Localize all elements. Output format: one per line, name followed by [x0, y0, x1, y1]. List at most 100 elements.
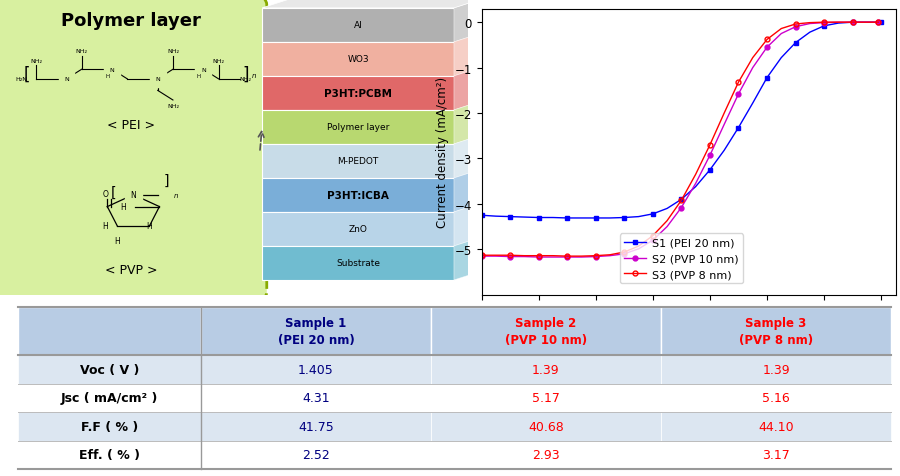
S3 (PVP 8 nm) [719, 111, 730, 117]
Text: NH₂: NH₂ [166, 49, 179, 54]
S2 (PVP 10 nm) [476, 254, 487, 259]
X-axis label: Voltage (V): Voltage (V) [654, 323, 723, 337]
Bar [431, 384, 661, 412]
Text: H: H [103, 222, 108, 231]
Text: M-PEDOT: M-PEDOT [338, 157, 379, 166]
S2 (PVP 10 nm) [576, 255, 587, 260]
S2 (PVP 10 nm) [562, 255, 572, 260]
S2 (PVP 10 nm) [590, 254, 601, 260]
S3 (PVP 8 nm) [476, 253, 487, 258]
S2 (PVP 10 nm) [761, 45, 772, 51]
Text: N: N [201, 68, 206, 72]
Text: Al: Al [354, 21, 363, 30]
S1 (PEI 20 nm) [705, 168, 716, 173]
Text: NH₂: NH₂ [30, 59, 42, 63]
Polygon shape [262, 77, 454, 111]
Text: NH₂: NH₂ [76, 49, 87, 54]
Text: Substrate: Substrate [336, 259, 380, 268]
S1 (PEI 20 nm) [833, 21, 844, 27]
Text: N: N [64, 77, 68, 82]
S1 (PEI 20 nm) [647, 211, 658, 217]
S3 (PVP 8 nm) [647, 233, 658, 239]
Bar [201, 441, 431, 469]
Text: < PEI >: < PEI > [107, 119, 155, 132]
S2 (PVP 10 nm) [847, 20, 858, 26]
S3 (PVP 8 nm) [519, 253, 530, 259]
Polygon shape [454, 136, 480, 178]
S3 (PVP 8 nm) [690, 172, 701, 178]
S3 (PVP 8 nm) [747, 56, 758, 61]
Bar [431, 412, 661, 441]
Bar [18, 384, 201, 412]
Bar [201, 384, 431, 412]
S1 (PEI 20 nm) [734, 126, 744, 131]
S1 (PEI 20 nm) [476, 213, 487, 218]
S3 (PVP 8 nm) [533, 253, 544, 259]
Polygon shape [262, 0, 480, 9]
Text: Sample 1
(PEI 20 nm): Sample 1 (PEI 20 nm) [277, 316, 355, 346]
Polygon shape [454, 204, 480, 247]
S2 (PVP 10 nm) [776, 31, 787, 37]
S1 (PEI 20 nm) [576, 216, 587, 221]
S1 (PEI 20 nm) [547, 215, 558, 221]
Text: 2.52: 2.52 [302, 448, 329, 461]
S3 (PVP 8 nm) [847, 20, 858, 26]
Text: N: N [156, 77, 160, 82]
Text: 44.10: 44.10 [758, 420, 794, 433]
Text: Eff. ( % ): Eff. ( % ) [79, 448, 140, 461]
S3 (PVP 8 nm) [576, 254, 587, 259]
Text: H: H [114, 236, 121, 245]
Bar [201, 307, 431, 356]
S1 (PEI 20 nm) [562, 216, 572, 221]
S1 (PEI 20 nm) [790, 40, 801, 46]
S3 (PVP 8 nm) [790, 22, 801, 28]
Polygon shape [262, 178, 454, 212]
Text: H₂N: H₂N [15, 77, 27, 82]
Bar [661, 441, 891, 469]
Text: [: [ [111, 186, 116, 199]
Text: ]: ] [164, 173, 169, 188]
Text: H: H [197, 73, 201, 79]
Text: NH₂: NH₂ [239, 77, 252, 82]
S3 (PVP 8 nm) [676, 198, 687, 204]
Text: H: H [105, 73, 110, 79]
S3 (PVP 8 nm) [833, 20, 844, 26]
S2 (PVP 10 nm) [805, 21, 815, 27]
Text: 41.75: 41.75 [298, 420, 334, 433]
Text: 5.16: 5.16 [762, 392, 790, 405]
Bar [18, 307, 201, 356]
S1 (PEI 20 nm) [690, 184, 701, 190]
Polygon shape [262, 145, 454, 178]
Text: NH₂: NH₂ [212, 59, 225, 63]
S2 (PVP 10 nm) [705, 153, 716, 159]
Text: P3HT:ICBA: P3HT:ICBA [327, 190, 389, 200]
S1 (PEI 20 nm) [676, 197, 687, 203]
S3 (PVP 8 nm) [805, 21, 815, 27]
Text: NH₂: NH₂ [166, 104, 179, 109]
Polygon shape [454, 238, 480, 280]
S2 (PVP 10 nm) [690, 181, 701, 187]
Text: WO3: WO3 [347, 55, 369, 64]
S2 (PVP 10 nm) [719, 122, 730, 128]
Text: 1.405: 1.405 [298, 363, 334, 376]
Text: 4.31: 4.31 [302, 392, 329, 405]
S2 (PVP 10 nm) [833, 20, 844, 26]
Text: Voc ( V ): Voc ( V ) [80, 363, 140, 376]
Text: F.F ( % ): F.F ( % ) [81, 420, 138, 433]
S3 (PVP 8 nm) [761, 38, 772, 43]
Text: O: O [103, 189, 109, 198]
S2 (PVP 10 nm) [747, 66, 758, 71]
S2 (PVP 10 nm) [662, 224, 672, 230]
Bar [661, 384, 891, 412]
Text: n: n [251, 73, 256, 79]
Line: S2 (PVP 10 nm): S2 (PVP 10 nm) [479, 20, 881, 260]
Text: < PVP >: < PVP > [104, 264, 158, 277]
Text: 2.93: 2.93 [532, 448, 560, 461]
Text: 5.17: 5.17 [532, 392, 560, 405]
S1 (PEI 20 nm) [876, 20, 886, 26]
Text: Polymer layer: Polymer layer [61, 12, 201, 30]
S1 (PEI 20 nm) [533, 215, 544, 221]
Text: 1.39: 1.39 [532, 363, 560, 376]
S1 (PEI 20 nm) [861, 20, 872, 26]
S1 (PEI 20 nm) [662, 206, 672, 212]
